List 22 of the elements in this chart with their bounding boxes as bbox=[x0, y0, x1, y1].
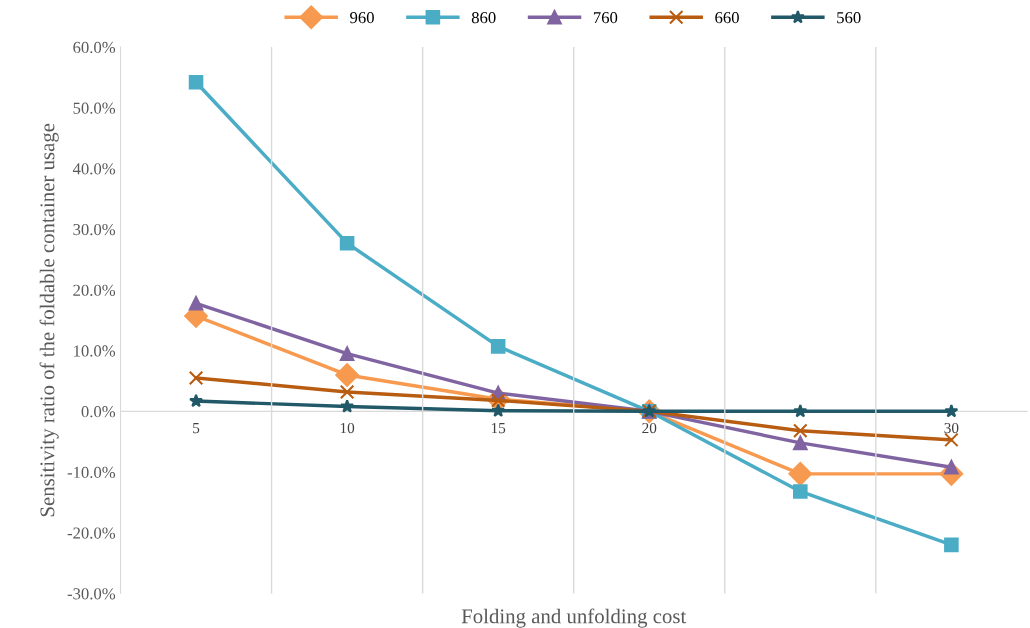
x-tick-label: 30 bbox=[944, 422, 959, 434]
y-tick-label: 20.0% bbox=[73, 284, 116, 296]
y-tick-label: -20.0% bbox=[67, 527, 116, 539]
x-tick-label: 15 bbox=[491, 422, 506, 434]
y-tick-label: 40.0% bbox=[72, 163, 116, 175]
y-tick-label: -30.0% bbox=[67, 588, 116, 600]
legend-label: 560 bbox=[837, 12, 861, 24]
y-tick-label: 50.0% bbox=[73, 102, 116, 114]
y-tick-label: 10.0% bbox=[74, 345, 116, 357]
legend-label: 660 bbox=[715, 12, 739, 24]
legend-label: 760 bbox=[593, 12, 618, 24]
x-axis-title: Folding and unfolding cost bbox=[461, 608, 687, 628]
y-tick-label: 30.0% bbox=[73, 223, 116, 236]
y-tick-label: -10.0% bbox=[67, 466, 116, 479]
y-axis-title: Sensitivity ratio of the foldable container usage bbox=[39, 123, 59, 517]
x-tick-label: 20 bbox=[642, 422, 657, 434]
legend-label: 960 bbox=[350, 12, 374, 24]
legend-label: 860 bbox=[471, 12, 496, 24]
y-tick-label: 60.0% bbox=[73, 41, 116, 54]
y-tick-label: 0.0% bbox=[81, 406, 116, 418]
x-tick-label: 5 bbox=[193, 423, 200, 434]
x-tick-label: 10 bbox=[340, 422, 355, 434]
